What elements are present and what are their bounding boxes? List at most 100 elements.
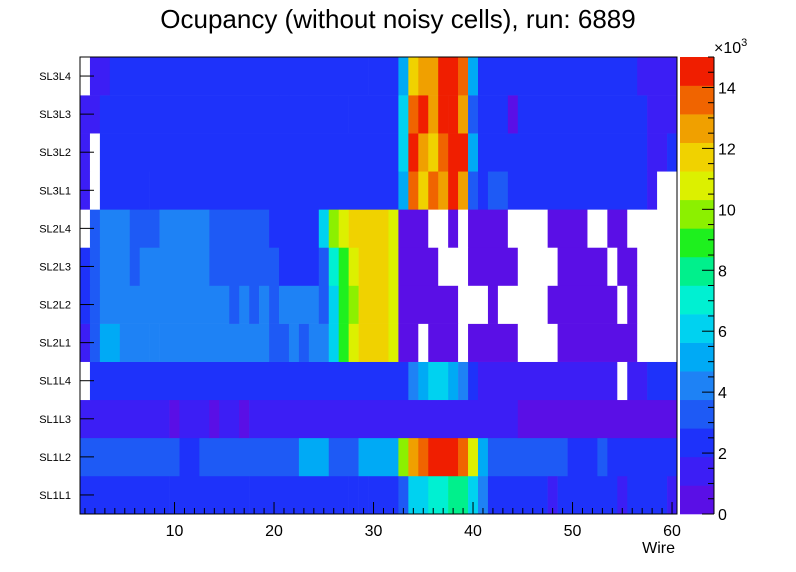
palette-tick-label: 6 [718,324,727,341]
heatmap-cell [468,247,519,286]
x-tick-label: 10 [166,523,184,540]
heatmap-cell [497,285,548,324]
heatmap-cell [358,323,389,362]
heatmap-cell [547,475,558,515]
heatmap-cell [468,361,479,401]
heatmap-cell [448,475,469,515]
palette-tick-label: 12 [718,141,736,158]
heatmap-cells [80,57,678,515]
heatmap-cell [358,247,389,286]
x-tick-label: 50 [564,523,582,540]
heatmap-cell [408,361,419,401]
heatmap-cell [99,171,140,210]
heatmap-cell [398,95,409,134]
heatmap-cell [458,57,469,96]
heatmap-cell [89,133,101,172]
heatmap-cell [517,247,558,286]
heatmap-cell [458,285,489,324]
heatmap-cell [99,95,280,134]
heatmap-cell [468,475,479,515]
heatmap-cell [557,323,638,362]
heatmap-cell [408,171,419,210]
heatmap-cell [398,437,409,477]
y-axis: SL1L1 SL1L2 SL1L3 SL1L4 SL2L1 SL2L2 SL2L3 SL2L4… [39,71,94,502]
heatmap-cell [298,323,310,362]
heatmap-cell [398,133,409,172]
y-tick-label: SL1L3 [39,414,71,426]
heatmap-cell [338,285,349,324]
color-palette-axis: 0 2 4 6 8 10 12 14 [702,56,736,524]
palette-band [680,85,714,115]
heatmap-cell [478,95,509,134]
palette-band [680,399,714,429]
multiplier-label: ×10 [714,40,741,57]
heatmap-cell [80,399,170,439]
heatmap-cell [269,209,320,248]
heatmap-cell [338,209,349,248]
heatmap-cell [89,361,409,401]
heatmap-cell [388,475,399,515]
heatmap-cell [249,399,479,439]
heatmap-cell [318,209,330,248]
heatmap-cell [89,171,101,210]
palette-band [680,428,714,458]
heatmap-cell [318,285,330,324]
heatmap-cell [478,133,499,172]
heatmap-cell [408,475,429,515]
heatmap-cell [428,171,439,210]
heatmap-cell [428,437,459,477]
y-tick-label: SL1L1 [39,490,71,502]
heatmap-cell [418,361,429,401]
multiplier-exponent: 3 [741,37,747,49]
palette-band [680,57,714,86]
heatmap-cell [249,475,320,515]
heatmap-cell [448,209,459,248]
heatmap-cell [279,95,290,134]
heatmap-cell [328,247,339,286]
y-tick-label: SL2L2 [39,300,71,312]
heatmap-cell [348,209,389,248]
heatmap-cell [338,323,349,362]
y-tick-label: SL1L2 [39,452,71,464]
heatmap-cell [607,209,628,248]
heatmap-cell [507,209,548,248]
heatmap-cell [478,475,489,515]
heatmap-cell [398,285,459,324]
heatmap-cell [99,133,280,172]
heatmap-cell [587,209,608,248]
heatmap-cell [507,95,519,134]
heatmap-cell [667,133,678,172]
heatmap-cell [89,323,101,362]
heatmap-cell [597,437,608,477]
heatmap-cell [487,437,568,477]
heatmap-cell [149,323,160,362]
heatmap-cell [288,323,300,362]
x-tick-label: 40 [464,523,482,540]
heatmap-cell [438,95,449,134]
y-tick-label: SL3L2 [39,147,71,159]
heatmap-cell [149,171,399,210]
plot-frame [79,56,678,515]
heatmap-cell [318,247,330,286]
heatmap-cell [398,57,409,96]
heatmap-cell [478,57,499,96]
heatmap-cell [448,171,459,210]
heatmap-cell [617,475,628,515]
heatmap-cell [478,361,618,401]
heatmap-cell [298,437,330,477]
heatmap-cell [109,57,369,96]
heatmap-cell [239,399,250,439]
heatmap-cell [418,437,429,477]
heatmap-cell [388,209,399,248]
heatmap-cell [567,437,598,477]
heatmap-cell [398,209,429,248]
heatmap-cell [647,133,668,172]
y-tick-label: SL2L1 [39,338,71,350]
heatmap-cell [209,399,220,439]
heatmap-cell [398,323,419,362]
heatmap-cell [408,57,419,96]
heatmap-cell [348,247,359,286]
heatmap-cell [458,361,469,401]
palette-band [680,456,714,486]
heatmap-cell [80,437,180,477]
